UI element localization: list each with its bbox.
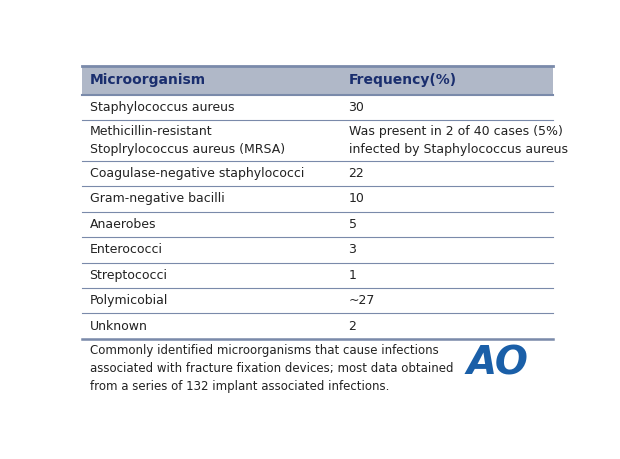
Text: 22: 22	[348, 167, 365, 180]
Text: Coagulase-negative staphylococci: Coagulase-negative staphylococci	[89, 167, 304, 180]
Text: 1: 1	[348, 269, 356, 282]
Text: 3: 3	[348, 243, 356, 256]
FancyBboxPatch shape	[82, 66, 553, 95]
Text: Anaerobes: Anaerobes	[89, 218, 156, 231]
Text: Gram-negative bacilli: Gram-negative bacilli	[89, 192, 224, 206]
Text: 2: 2	[348, 319, 356, 333]
Text: Enterococci: Enterococci	[89, 243, 162, 256]
FancyBboxPatch shape	[82, 313, 553, 339]
Text: ~27: ~27	[348, 294, 375, 307]
Text: Polymicobial: Polymicobial	[89, 294, 168, 307]
Text: Staphylococcus aureus: Staphylococcus aureus	[89, 101, 234, 114]
Text: Was present in 2 of 40 cases (5%): Was present in 2 of 40 cases (5%)	[348, 124, 562, 138]
Text: Microorganism: Microorganism	[89, 73, 206, 87]
FancyBboxPatch shape	[82, 120, 553, 161]
Text: 10: 10	[348, 192, 365, 206]
FancyBboxPatch shape	[82, 288, 553, 313]
Text: Unknown: Unknown	[89, 319, 148, 333]
FancyBboxPatch shape	[82, 186, 553, 212]
Text: Methicillin-resistant: Methicillin-resistant	[89, 124, 212, 138]
Text: infected by Staphylococcus aureus: infected by Staphylococcus aureus	[348, 143, 567, 156]
Text: 30: 30	[348, 101, 365, 114]
FancyBboxPatch shape	[82, 237, 553, 263]
FancyBboxPatch shape	[82, 95, 553, 120]
Text: Stoplrylococcus aureus (MRSA): Stoplrylococcus aureus (MRSA)	[89, 143, 285, 156]
Text: 5: 5	[348, 218, 356, 231]
Text: Streptococci: Streptococci	[89, 269, 167, 282]
FancyBboxPatch shape	[82, 212, 553, 237]
Text: Frequency(%): Frequency(%)	[348, 73, 456, 87]
Text: AO: AO	[467, 345, 529, 383]
FancyBboxPatch shape	[82, 263, 553, 288]
Text: Commonly identified microorganisms that cause infections
associated with fractur: Commonly identified microorganisms that …	[89, 344, 453, 393]
FancyBboxPatch shape	[82, 161, 553, 186]
